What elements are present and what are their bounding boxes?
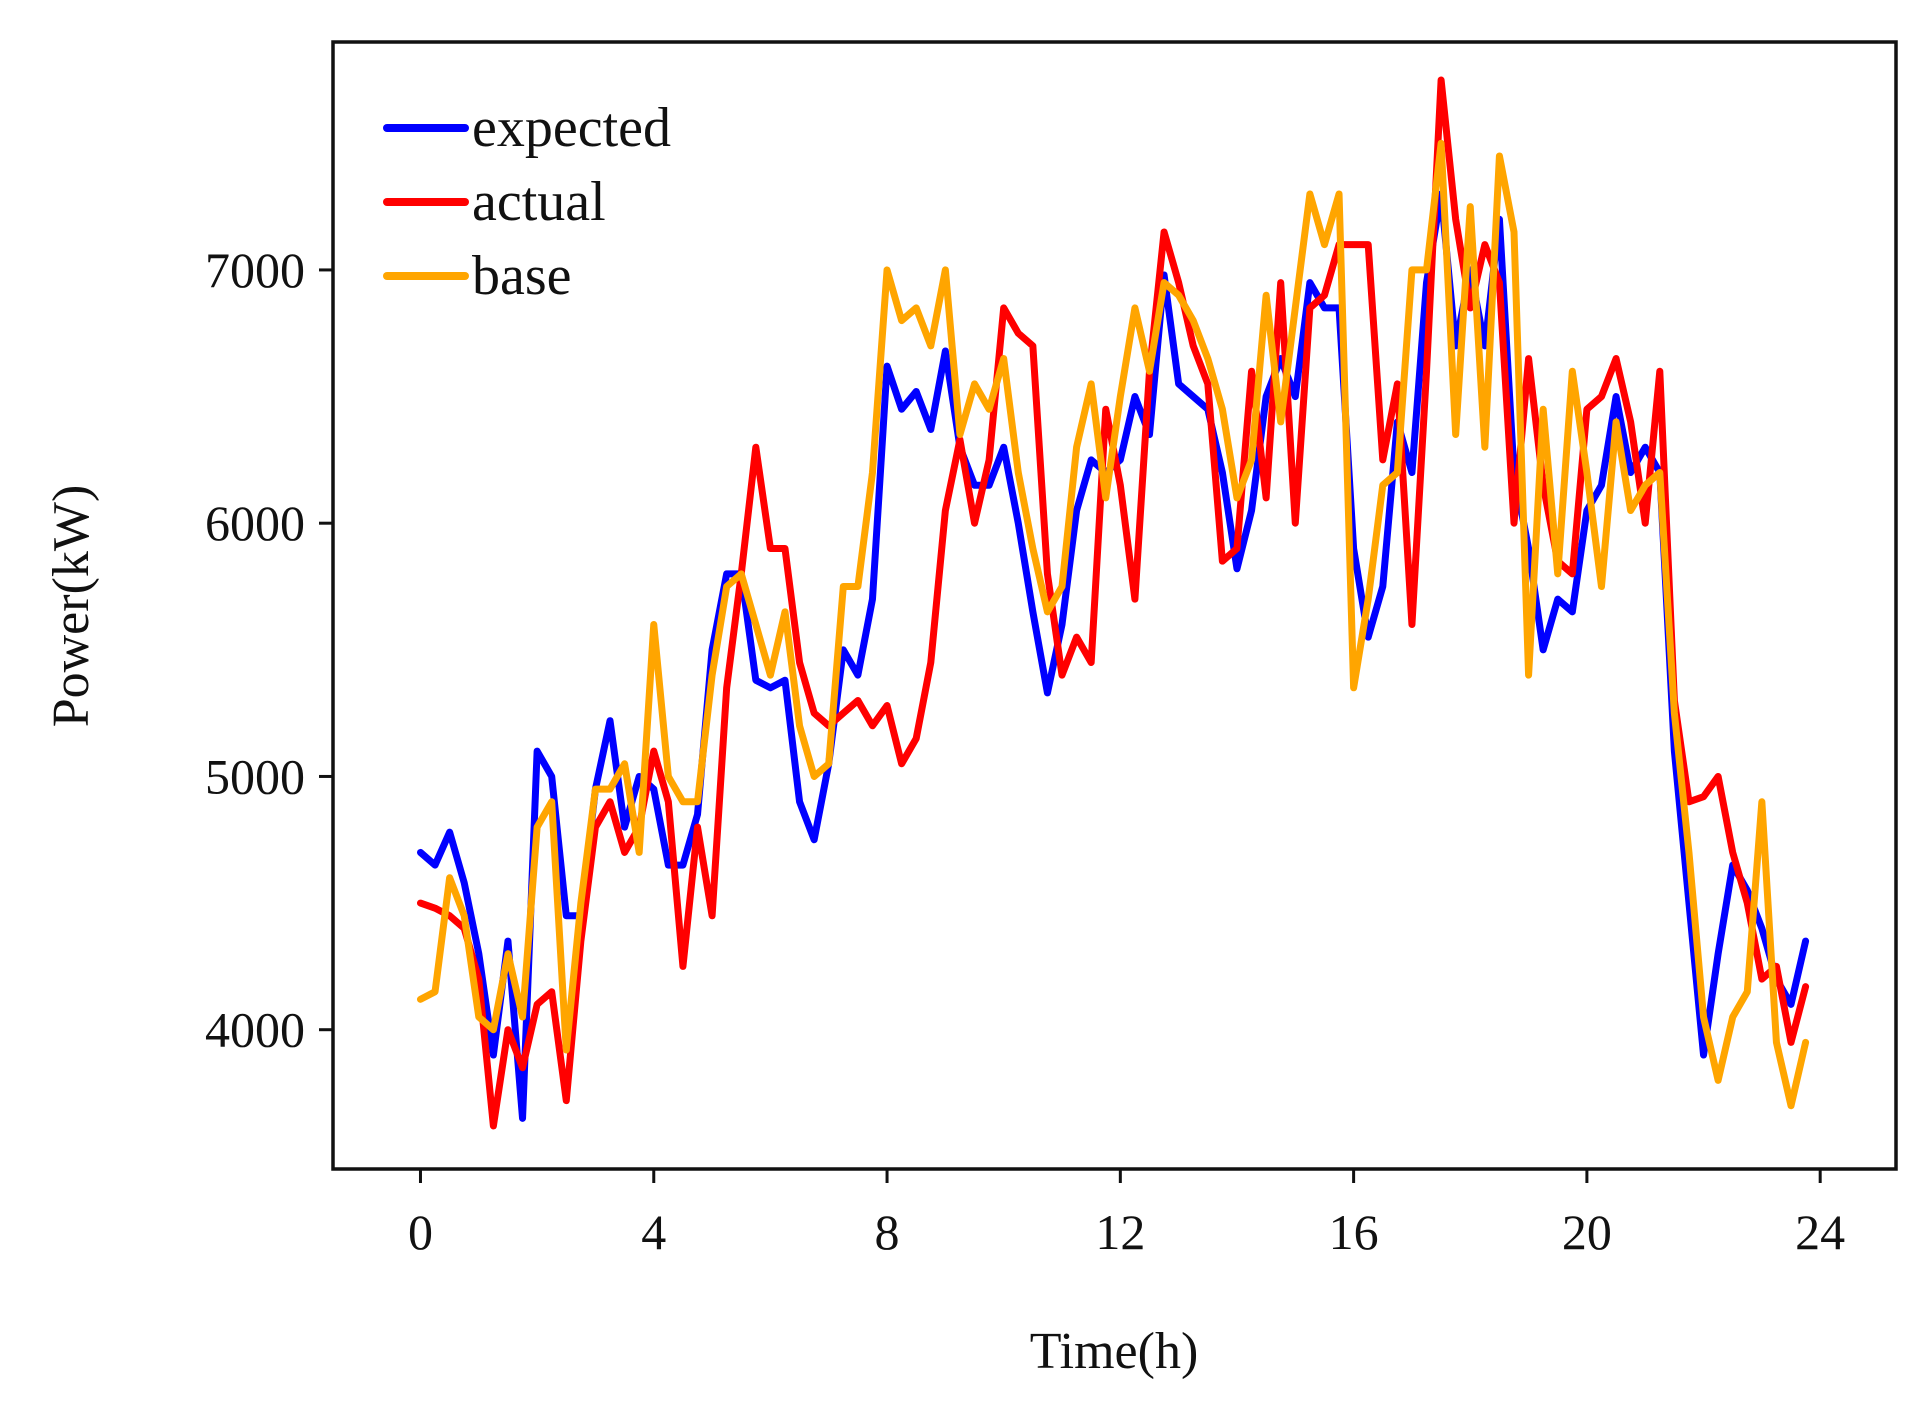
x-axis: 0 4 8 12 16 20 24 [408, 1169, 1845, 1260]
y-tick-label: 4000 [205, 1002, 305, 1058]
y-axis: 4000 5000 6000 7000 [205, 242, 333, 1058]
y-axis-title: Power(kW) [43, 485, 100, 728]
legend: expected actual base [383, 97, 671, 307]
x-tick-label: 8 [875, 1204, 900, 1260]
x-tick-label: 4 [641, 1204, 666, 1260]
y-tick-label: 5000 [205, 748, 305, 804]
y-tick-label: 7000 [205, 242, 305, 298]
x-tick-label: 16 [1329, 1204, 1379, 1260]
y-tick-label: 6000 [205, 495, 305, 551]
x-tick-label: 20 [1562, 1204, 1612, 1260]
plot-frame [331, 40, 1898, 1171]
x-tick-label: 0 [408, 1204, 433, 1260]
series-line-base [416, 139, 1810, 1110]
legend-label-expected: expected [472, 97, 671, 159]
x-tick-label: 12 [1095, 1204, 1145, 1260]
legend-label-base: base [472, 245, 572, 307]
x-tick-label: 24 [1795, 1204, 1845, 1260]
x-axis-title: Time(h) [1030, 1323, 1199, 1380]
series-layer [416, 76, 1810, 1130]
legend-label-actual: actual [472, 171, 606, 233]
series-base [416, 139, 1810, 1110]
